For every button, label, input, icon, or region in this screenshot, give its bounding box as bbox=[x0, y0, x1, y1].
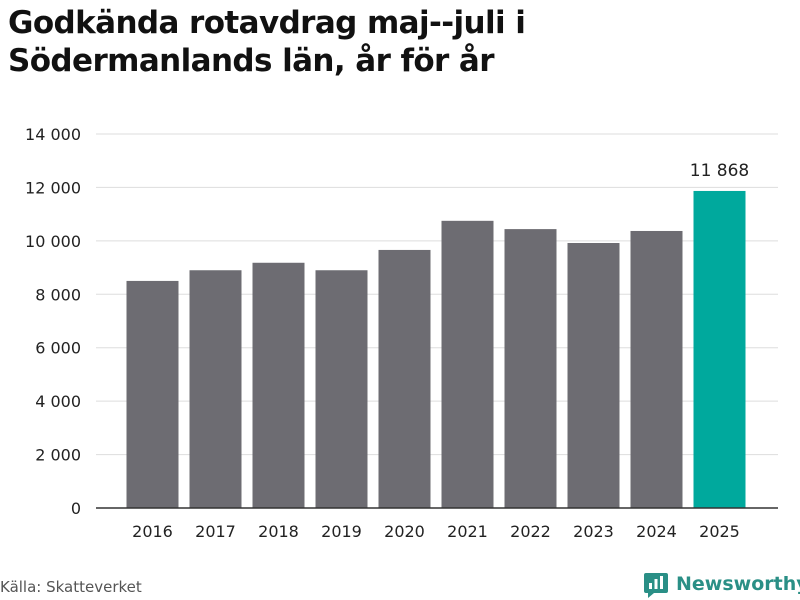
brand-name: Newsworthy bbox=[676, 573, 800, 595]
data-label-2025: 11 868 bbox=[690, 161, 749, 181]
bar-2021 bbox=[441, 220, 494, 509]
y-tick-label: 10 000 bbox=[25, 232, 81, 251]
bar-2017 bbox=[189, 270, 242, 508]
labels: 0 2 000 4 000 6 000 8 000 10 000 12 000 14 000 2… bbox=[25, 125, 749, 541]
x-tick-label: 2024 bbox=[636, 522, 677, 541]
x-tick-label: 2018 bbox=[258, 522, 299, 541]
bar-2016 bbox=[126, 280, 179, 508]
y-tick-label: 6 000 bbox=[35, 339, 81, 358]
x-tick-label: 2021 bbox=[447, 522, 488, 541]
x-tick-label: 2020 bbox=[384, 522, 425, 541]
x-tick-label: 2019 bbox=[321, 522, 362, 541]
x-tick-label: 2017 bbox=[195, 522, 236, 541]
x-tick-label: 2016 bbox=[132, 522, 173, 541]
bars bbox=[126, 190, 746, 509]
y-tick-label: 4 000 bbox=[35, 392, 81, 411]
x-tick-label: 2022 bbox=[510, 522, 551, 541]
x-tick-label: 2023 bbox=[573, 522, 614, 541]
y-tick-label: 12 000 bbox=[25, 178, 81, 197]
bar-2023 bbox=[567, 242, 620, 508]
y-tick-label: 0 bbox=[71, 499, 81, 518]
bar-2020 bbox=[378, 249, 431, 508]
y-tick-label: 8 000 bbox=[35, 285, 81, 304]
newsworthy-logo-icon bbox=[644, 573, 668, 598]
chart-title: Godkända rotavdrag maj--juli i Södermanl… bbox=[8, 5, 526, 79]
source-note: Källa: Skatteverket bbox=[0, 578, 142, 596]
bar-2018 bbox=[252, 262, 305, 508]
y-tick-label: 14 000 bbox=[25, 125, 81, 144]
bar-2019 bbox=[315, 270, 368, 508]
bar-2024 bbox=[630, 230, 683, 509]
bar-2022 bbox=[504, 229, 557, 509]
newsworthy-logo[interactable]: Newsworthy bbox=[644, 568, 800, 600]
x-tick-label: 2025 bbox=[699, 522, 740, 541]
y-tick-label: 2 000 bbox=[35, 446, 81, 465]
bar-2025 bbox=[693, 190, 746, 508]
